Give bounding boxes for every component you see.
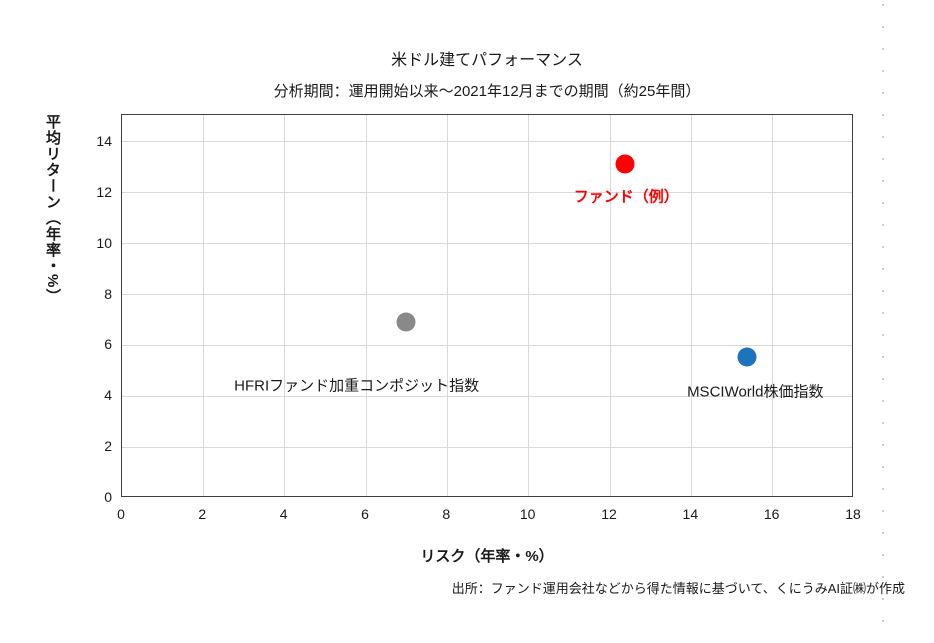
source-note: 出所：ファンド運用会社などから得た情報に基づいて、くにうみAI証㈱が作成: [451, 581, 905, 596]
gridline-y-14: [122, 141, 852, 143]
data-point-label-fund: ファンド（例）: [573, 188, 679, 206]
page-boundary-dots: [882, 4, 884, 640]
plot-area: [121, 114, 853, 497]
y-tick-label: 12: [96, 183, 112, 200]
x-tick-label: 0: [117, 506, 125, 522]
y-tick-label: 6: [104, 336, 112, 353]
x-tick-label: 2: [198, 506, 207, 522]
x-tick-label: 16: [763, 506, 780, 522]
data-point-msci: [737, 347, 757, 367]
data-point-label-msci: MSCIWorld株価指数: [687, 383, 824, 401]
gridline-y-8: [122, 294, 852, 296]
gridline-x-12: [609, 115, 611, 496]
x-tick-label: 6: [361, 506, 369, 522]
data-point-label-hfri: HFRIファンド加重コンポジット指数: [234, 377, 480, 395]
gridline-y-12: [122, 192, 852, 194]
gridline-y-6: [122, 344, 852, 346]
y-tick-label: 4: [104, 387, 112, 404]
x-tick-label: 12: [601, 506, 617, 522]
x-tick-label: 18: [845, 506, 861, 522]
gridline-x-8: [446, 115, 448, 496]
y-tick-label: 10: [96, 234, 112, 251]
x-tick-label: 14: [682, 506, 699, 522]
chart-title: 米ドル建てパフォーマンス: [391, 52, 583, 69]
gridline-x-14: [690, 115, 692, 496]
gridline-y-4: [122, 395, 852, 397]
gridline-y-10: [122, 243, 852, 245]
chart-subtitle: 分析期間：運用開始以来～2021年12月までの期間（約25年間）: [273, 83, 701, 100]
data-point-hfri: [396, 312, 416, 332]
gridline-x-10: [528, 115, 530, 496]
y-tick-label: 0: [104, 489, 112, 505]
x-axis-title: リスク（年率・%）: [420, 548, 554, 565]
y-tick-label: 8: [104, 285, 112, 302]
gridline-x-16: [772, 115, 774, 496]
x-tick-label: 8: [442, 506, 451, 522]
x-tick-label: 10: [519, 506, 536, 522]
gridline-x-6: [365, 115, 367, 496]
data-point-fund: [615, 154, 635, 174]
y-axis-title: 平均リターン（年率・%）: [44, 114, 61, 305]
gridline-x-2: [202, 115, 204, 496]
y-tick-label: 14: [96, 132, 112, 149]
y-tick-label: 2: [104, 438, 112, 455]
x-tick-label: 4: [279, 506, 288, 522]
gridline-x-4: [284, 115, 286, 496]
gridline-y-2: [122, 446, 852, 448]
